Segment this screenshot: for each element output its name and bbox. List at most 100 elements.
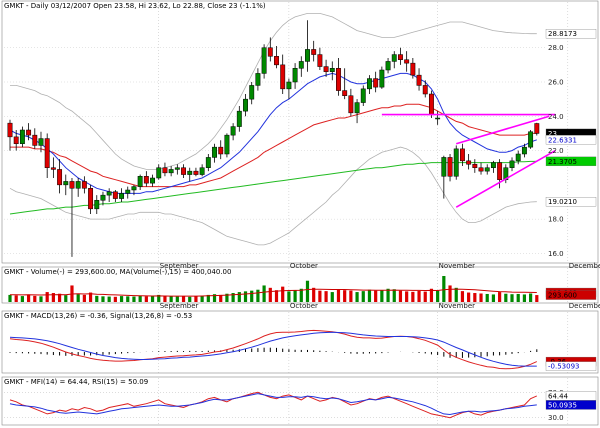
panel-frame-vol — [1, 266, 599, 304]
volume-bar — [460, 291, 465, 302]
candle-body — [236, 110, 242, 127]
candle-body — [354, 102, 360, 114]
ma-blue-line — [9, 72, 537, 194]
panel-frame-osc — [1, 376, 599, 426]
volume-bar — [274, 290, 279, 302]
volume-bar — [157, 294, 161, 302]
candle-body — [119, 193, 125, 199]
candle-body — [267, 47, 273, 57]
candle — [367, 75, 372, 94]
volume-bar — [243, 291, 248, 302]
volume-bar — [39, 296, 43, 302]
candle — [181, 164, 186, 178]
volume-bar — [405, 291, 409, 302]
candle — [435, 111, 441, 125]
candle — [69, 178, 75, 257]
candle-body — [125, 189, 131, 194]
candle-body — [218, 146, 224, 155]
volume-bar — [256, 289, 260, 302]
volume-bar — [82, 294, 86, 302]
candle — [255, 68, 261, 91]
candle — [26, 123, 32, 141]
candle-body — [249, 85, 255, 100]
candle — [404, 51, 410, 72]
volume-bar — [175, 296, 179, 302]
candle-body — [379, 69, 385, 88]
candle-body — [453, 148, 459, 177]
volume-bar — [26, 294, 31, 302]
volume-bar — [206, 294, 210, 302]
price-last-value-label: 21.3705 — [545, 156, 597, 167]
trend-line — [455, 149, 556, 208]
volume-bar — [436, 290, 440, 302]
price-x-tick-label: September — [160, 262, 199, 270]
candle — [534, 122, 540, 136]
candle — [174, 164, 180, 175]
candle-body — [57, 169, 63, 186]
panel-frame-macd — [1, 310, 599, 374]
candle — [515, 150, 521, 165]
chart-labels: GMKT - Daily 03/12/2007 Open 23.58, Hi 2… — [4, 2, 600, 422]
candle — [342, 68, 348, 100]
candle-body — [274, 56, 279, 66]
volume-bar — [429, 288, 434, 302]
candle — [218, 140, 224, 160]
price-y-tick-label: 16.0 — [548, 250, 564, 258]
volume-bar — [398, 290, 403, 302]
candle-body — [515, 153, 521, 162]
candle — [441, 155, 447, 199]
volume-bar — [442, 276, 446, 302]
candle — [292, 63, 298, 89]
price-y-tick-label: 28.0 — [548, 44, 564, 52]
macd-signal-line — [9, 331, 537, 367]
candle-body — [298, 61, 304, 69]
chart-marks — [7, 12, 556, 419]
candle — [267, 37, 273, 62]
volume-bar — [454, 287, 458, 302]
candle — [261, 44, 267, 79]
candle — [7, 119, 13, 151]
candle — [398, 47, 403, 65]
volume-bar — [188, 296, 192, 302]
candle — [32, 128, 38, 149]
volume-bar — [51, 293, 55, 302]
volume-bar — [212, 294, 217, 302]
candle — [162, 162, 168, 177]
candle — [168, 166, 174, 177]
volume-bar — [293, 290, 297, 302]
price-y-tick-label: 26.0 — [548, 79, 564, 87]
candle-body — [243, 98, 248, 112]
volume-bar — [417, 290, 421, 302]
candle-body — [44, 138, 50, 168]
volume-bar — [250, 290, 254, 302]
candle-body — [26, 129, 32, 136]
volume-bar — [312, 287, 316, 302]
volume-bar — [411, 291, 415, 302]
candle-body — [280, 64, 286, 90]
candle-body — [150, 177, 155, 184]
volume-bar — [169, 296, 173, 302]
volume-bar — [529, 293, 533, 302]
candle — [131, 184, 137, 196]
volume-bar — [219, 294, 223, 302]
candle — [50, 157, 56, 178]
volume-bar — [101, 296, 105, 302]
candle — [528, 130, 534, 149]
volume-bar — [225, 293, 229, 302]
candle-body — [497, 162, 503, 180]
candle — [286, 78, 292, 100]
volume-bar — [510, 294, 514, 302]
value-label-box — [545, 361, 597, 371]
price-y-tick-label: 18.0 — [548, 216, 564, 224]
volume-bar — [380, 290, 384, 302]
candle — [348, 88, 354, 117]
volume-bar — [522, 294, 527, 302]
volume-last-value-label: 293.600 — [545, 290, 597, 300]
candle — [143, 171, 149, 187]
candle — [75, 178, 81, 197]
volume-bar — [88, 292, 93, 302]
candle — [447, 154, 453, 182]
candle — [466, 154, 472, 170]
candle-body — [100, 194, 106, 201]
